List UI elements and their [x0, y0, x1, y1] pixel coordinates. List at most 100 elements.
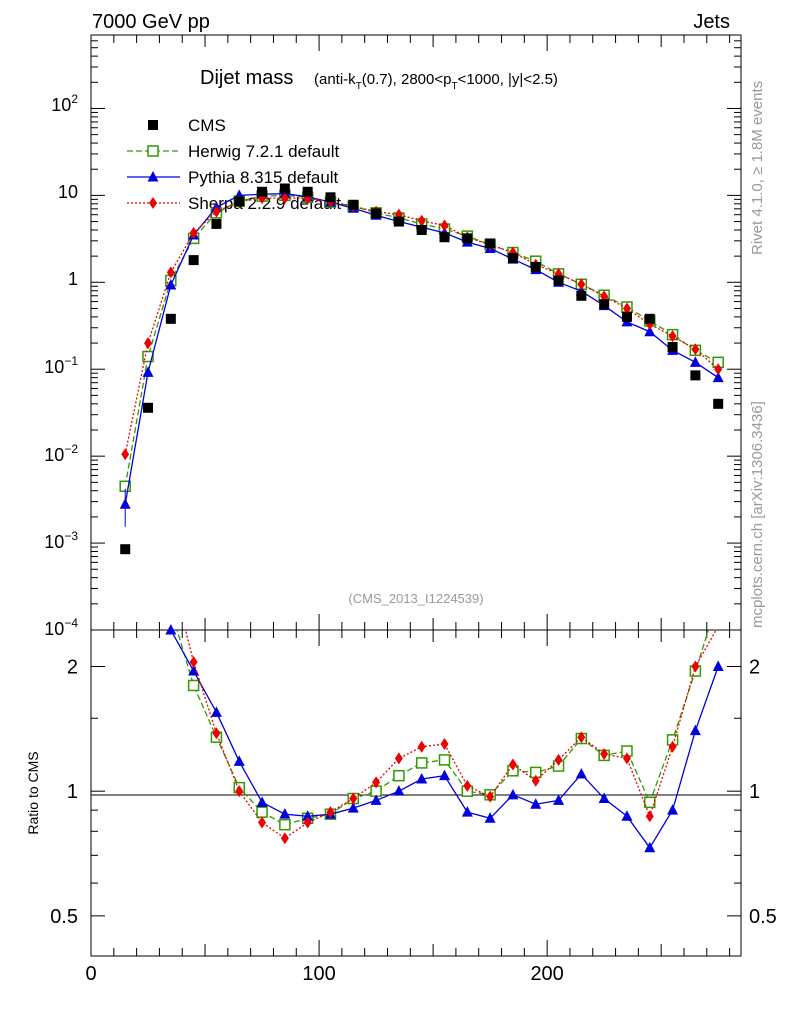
main-point-data: [143, 402, 154, 413]
ratio-series-sherpa: [184, 630, 717, 845]
ratio-point-herwig: [187, 679, 200, 692]
main-point-data: [621, 311, 632, 322]
main-point-data: [279, 183, 290, 194]
ratio-point-herwig: [256, 806, 268, 818]
main-point-data: [234, 196, 245, 207]
ratio-point-sherpa: [691, 660, 700, 673]
main-point-sherpa: [189, 226, 198, 239]
main-point-sherpa: [622, 302, 631, 315]
ratio-point-pythia: [439, 769, 451, 781]
ratio-point-pythia: [484, 812, 496, 823]
ratio-point-sherpa: [303, 816, 312, 829]
main-y-ticks: [91, 34, 741, 631]
legend-marker-data: [148, 120, 158, 130]
y-tick-label-1e-3: 10−3: [44, 529, 78, 552]
x-tick-label: 100: [302, 963, 335, 985]
main-point-data: [348, 199, 359, 210]
ratio-point-sherpa: [212, 727, 221, 740]
ratio-point-pythia: [370, 794, 382, 805]
main-point-sherpa: [668, 330, 677, 343]
ratio-point-sherpa: [531, 774, 540, 787]
rivet-label: Rivet 4.1.0, ≥ 1.8M events: [749, 81, 766, 255]
main-point-sherpa: [691, 343, 700, 356]
ratio-point-pythia: [621, 810, 633, 821]
ratio-point-sherpa: [554, 753, 563, 766]
main-point-data: [644, 313, 655, 324]
main-point-sherpa: [144, 337, 153, 350]
legend-label-pythia: Pythia 8.315 default: [188, 168, 339, 187]
ratio-point-pythia: [712, 660, 724, 672]
main-point-sherpa: [440, 219, 449, 232]
legend-marker-herwig: [147, 145, 159, 157]
ratio-point-pythia: [347, 802, 359, 813]
main-point-data: [462, 233, 473, 244]
ratio-point-pythia: [553, 794, 565, 805]
x-ticks: 0 100 200: [85, 35, 731, 985]
main-point-data: [667, 342, 678, 353]
main-point-data: [211, 218, 222, 229]
ratio-point-sherpa: [394, 752, 403, 765]
ratio-point-pythia: [188, 665, 200, 676]
ratio-point-pythia: [507, 788, 519, 800]
ratio-point-sherpa: [668, 740, 677, 753]
x-tick-label: 0: [85, 963, 96, 985]
ratio-point-pythia: [416, 773, 428, 784]
ratio-point-sherpa: [440, 737, 449, 750]
ratio-series-pythia: [165, 624, 724, 853]
ratio-point-sherpa: [622, 752, 631, 765]
ratio-point-sherpa: [326, 806, 335, 819]
main-point-sherpa: [417, 214, 426, 227]
y-tick-label-1e-1: 10−1: [44, 354, 78, 377]
ratio-point-pythia: [689, 724, 701, 736]
ratio-y-tick-label: 1: [67, 781, 78, 803]
ratio-point-pythia: [530, 798, 542, 809]
main-point-sherpa: [212, 205, 221, 218]
legend-marker-pythia: [147, 171, 159, 182]
main-point-data: [576, 290, 587, 301]
main-series-pythia: [119, 187, 724, 509]
main-subtitle: (anti-kT(0.7), 2800<pT<1000, |y|<2.5): [314, 71, 558, 92]
ratio-plot-frame: [90, 629, 742, 957]
ratio-y-tick-labels: 0.5 0.5 1 1 2 2: [50, 657, 777, 928]
ratio-point-sherpa: [349, 792, 358, 805]
ratio-point-sherpa: [280, 832, 289, 845]
main-point-data: [599, 299, 610, 310]
ratio-series-layer: [165, 624, 724, 853]
main-point-pythia: [689, 356, 701, 367]
y-tick-label-1e-4: 10−4: [44, 616, 78, 639]
ratio-point-pythia: [575, 768, 587, 779]
main-point-sherpa: [280, 192, 289, 205]
ratio-point-sherpa: [600, 747, 609, 760]
legend-label-herwig: Herwig 7.2.1 default: [188, 142, 339, 161]
main-point-herwig: [142, 350, 154, 363]
main-point-pythia: [142, 366, 154, 377]
main-line-herwig: [124, 194, 719, 487]
ratio-point-pythia: [256, 796, 268, 807]
main-point-data: [188, 255, 199, 266]
ratio-point-sherpa: [235, 785, 244, 798]
main-y-tick-labels: 10−4 10−3 10−2 10−1 1 10 102: [44, 92, 78, 639]
y-tick-label-10: 10: [58, 182, 78, 202]
energy-label: 7000 GeV pp: [92, 11, 210, 33]
ratio-point-pythia: [210, 706, 222, 717]
ratio-point-sherpa: [258, 816, 267, 829]
ratio-point-pythia: [302, 810, 314, 821]
ratio-point-pythia: [279, 808, 291, 819]
main-point-data: [713, 398, 724, 409]
ratio-point-sherpa: [508, 758, 517, 771]
main-point-data: [302, 186, 313, 197]
main-line-pythia: [124, 192, 719, 505]
main-point-data: [507, 253, 518, 264]
legend-label-data: CMS: [188, 116, 226, 135]
main-title: Dijet mass: [200, 67, 293, 89]
main-point-pythia: [644, 325, 656, 337]
category-label: Jets: [693, 11, 730, 33]
ratio-point-herwig: [279, 818, 291, 831]
main-point-data: [371, 208, 382, 219]
legend-item-data: CMS: [148, 116, 226, 135]
ratio-point-sherpa: [645, 810, 654, 823]
main-line-sherpa: [124, 197, 719, 455]
legend-item-pythia: Pythia 8.315 default: [127, 168, 339, 187]
ratio-y-tick-label-right: 0.5: [749, 906, 777, 928]
